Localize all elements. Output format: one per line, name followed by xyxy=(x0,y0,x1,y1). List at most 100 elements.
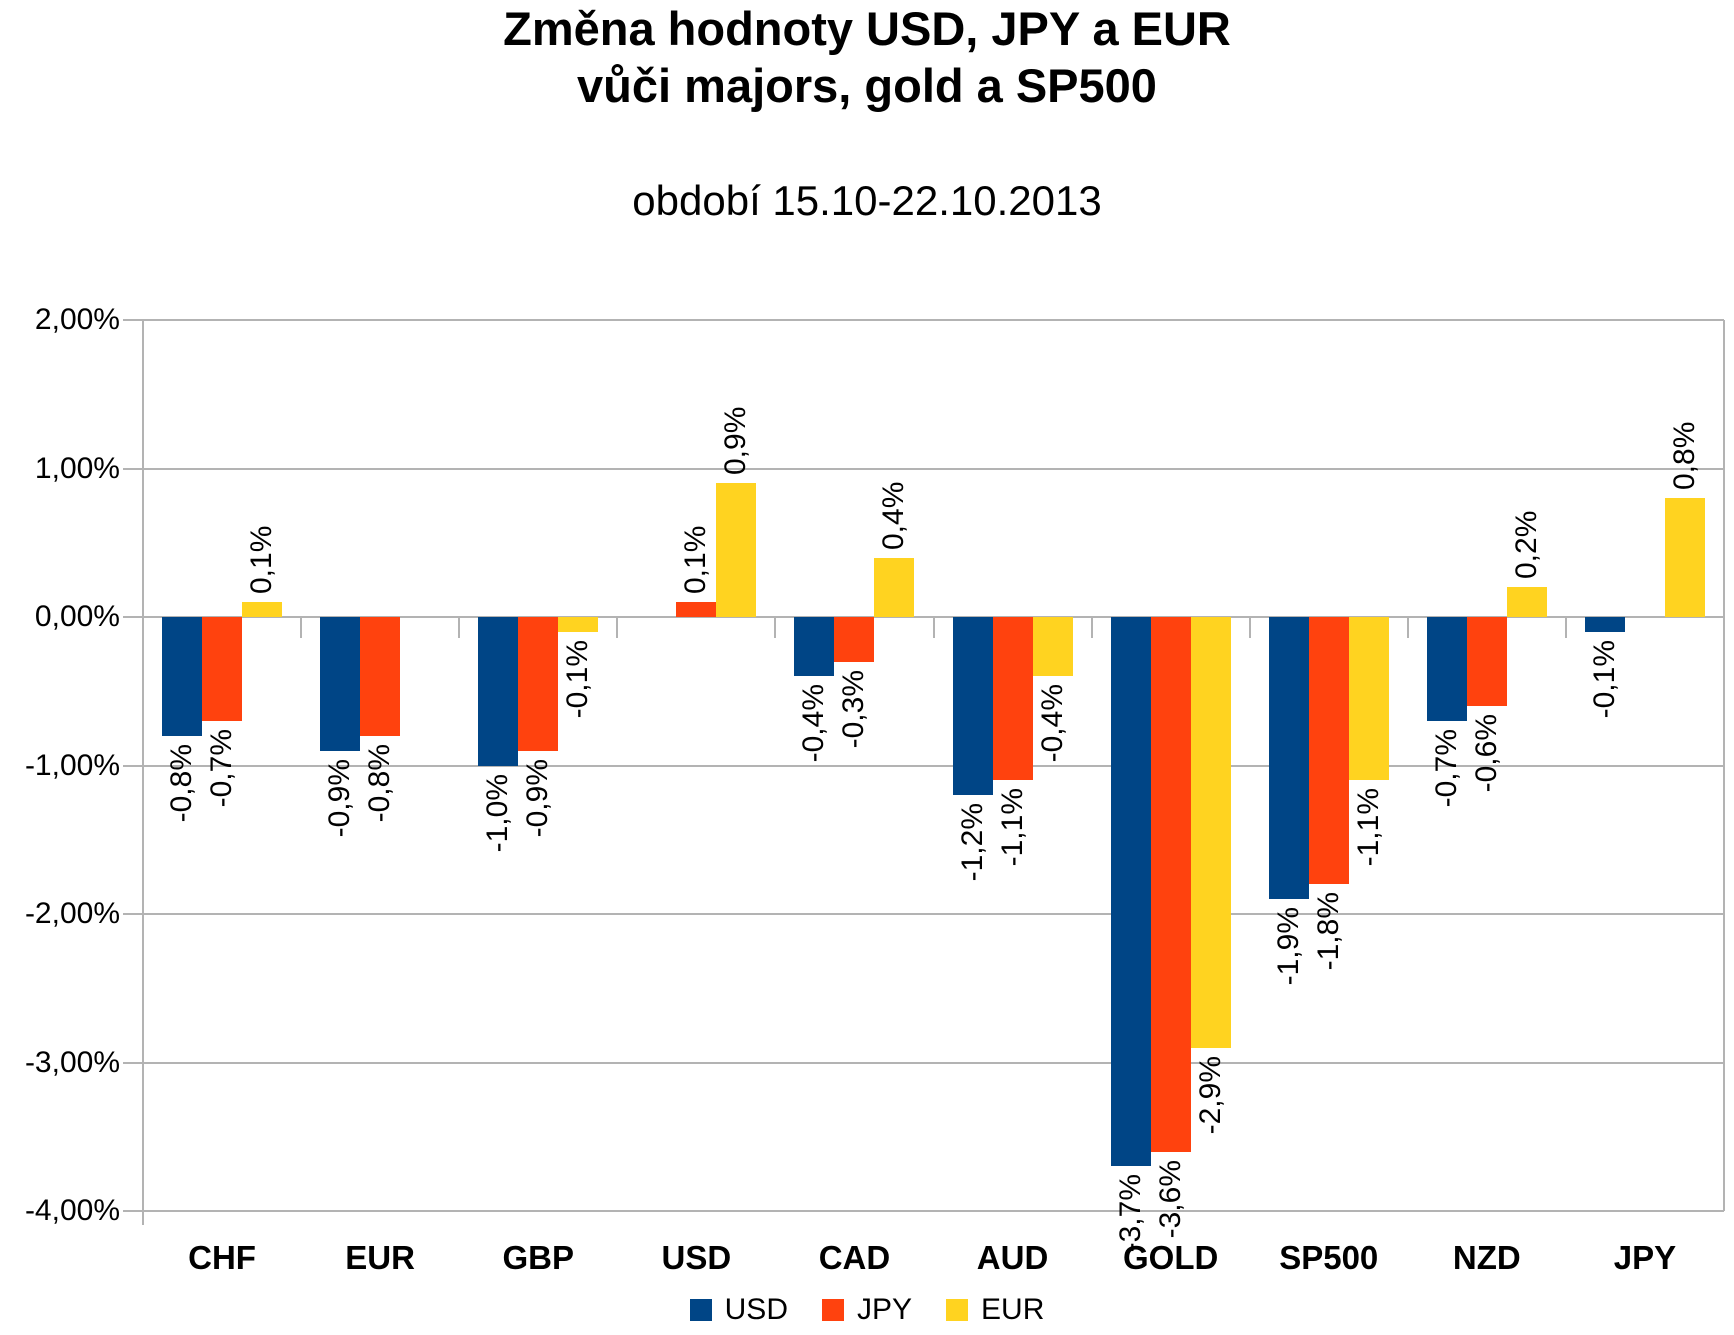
bar-eur-cad xyxy=(874,557,915,617)
category-label-gold: GOLD xyxy=(1122,1239,1219,1276)
y-axis-tick xyxy=(123,319,143,321)
category-label-gbp: GBP xyxy=(502,1239,575,1276)
category-label-sp500: SP500 xyxy=(1279,1239,1379,1276)
legend-swatch-eur xyxy=(946,1299,969,1321)
value-label: -1,1% xyxy=(1351,788,1385,867)
bar-jpy-eur xyxy=(360,617,401,736)
y-axis-line xyxy=(142,320,144,1225)
bar-usd-chf xyxy=(162,617,202,736)
bar-usd-nzd xyxy=(1426,617,1467,721)
y-axis-label: -1,00% xyxy=(24,748,120,782)
y-axis-label: 2,00% xyxy=(34,303,120,336)
category-axis-tick xyxy=(1406,617,1409,638)
legend-label-eur: EUR xyxy=(981,1293,1045,1326)
bar-jpy-nzd xyxy=(1466,617,1507,707)
bar-eur-gold xyxy=(1190,617,1231,1048)
y-axis-tick xyxy=(123,764,143,767)
bar-eur-jpy xyxy=(1664,498,1705,617)
plot-right-border xyxy=(1723,320,1725,1211)
category-axis-tick xyxy=(1090,617,1093,638)
value-label: 0,8% xyxy=(1667,421,1701,491)
bar-eur-nzd xyxy=(1506,587,1547,617)
y-axis-label: 1,00% xyxy=(34,451,120,485)
value-label: -0,9% xyxy=(323,758,357,838)
bar-eur-chf xyxy=(242,602,282,617)
category-label-cad: CAD xyxy=(818,1239,891,1276)
category-label-jpy: JPY xyxy=(1613,1239,1677,1276)
category-axis-tick xyxy=(1564,617,1567,638)
bar-jpy-sp500 xyxy=(1308,617,1349,885)
category-axis-tick xyxy=(1248,617,1251,638)
value-label: -1,8% xyxy=(1311,892,1345,971)
bar-jpy-aud xyxy=(992,617,1033,781)
y-axis-label: 0,00% xyxy=(34,600,120,633)
value-label: -0,8% xyxy=(363,743,397,823)
y-axis-tick xyxy=(123,1061,143,1064)
chart-title-line2: vůči majors, gold a SP500 xyxy=(577,59,1157,112)
value-label: -0,9% xyxy=(521,758,555,838)
value-label: -1,2% xyxy=(955,803,989,882)
value-label: -1,1% xyxy=(995,788,1029,867)
y-axis-label: -3,00% xyxy=(24,1045,120,1079)
gridline xyxy=(143,1210,1724,1212)
legend-item-usd: USD xyxy=(689,1292,788,1328)
bar-eur-usd xyxy=(716,483,757,617)
chart-title-line1: Změna hodnoty USD, JPY a EUR xyxy=(503,2,1231,55)
bar-jpy-usd xyxy=(676,602,717,617)
value-label: -0,6% xyxy=(1469,714,1503,793)
category-axis-tick xyxy=(616,617,619,638)
value-label: -1,9% xyxy=(1271,907,1305,986)
legend-label-jpy: JPY xyxy=(856,1293,913,1326)
value-label: -0,3% xyxy=(837,669,871,748)
gridline xyxy=(143,764,1724,767)
chart-title: Změna hodnoty USD, JPY a EUR vůči majors… xyxy=(0,0,1734,114)
legend-label-usd: USD xyxy=(724,1293,788,1326)
chart-subtitle: období 15.10-22.10.2013 xyxy=(632,177,1102,224)
bar-usd-cad xyxy=(794,617,835,677)
gridline xyxy=(143,319,1724,321)
gridline xyxy=(143,467,1724,470)
bar-usd-gbp xyxy=(478,617,519,766)
y-axis-tick xyxy=(123,616,143,618)
value-label: -2,9% xyxy=(1193,1055,1227,1135)
value-label: 0,1% xyxy=(679,525,713,595)
value-label: -1,0% xyxy=(481,773,515,852)
value-label: 0,2% xyxy=(1509,510,1543,580)
value-label: -0,7% xyxy=(1429,728,1463,808)
bar-usd-sp500 xyxy=(1268,617,1309,900)
value-label: -0,1% xyxy=(1587,639,1621,719)
legend: USD JPY EUR xyxy=(0,1292,1734,1328)
bar-usd-eur xyxy=(320,617,361,751)
y-axis-label: -2,00% xyxy=(24,897,120,930)
value-label: -3,6% xyxy=(1153,1159,1187,1238)
bar-usd-jpy xyxy=(1584,617,1625,632)
legend-swatch-usd xyxy=(689,1299,712,1321)
value-label: 0,9% xyxy=(719,406,753,476)
bar-jpy-gbp xyxy=(518,617,559,751)
category-axis-tick xyxy=(774,617,777,638)
bar-jpy-gold xyxy=(1150,617,1191,1152)
bar-jpy-cad xyxy=(834,617,875,662)
y-axis-tick xyxy=(123,1210,143,1212)
value-label: -0,7% xyxy=(205,728,238,808)
category-label-usd: USD xyxy=(661,1239,732,1276)
category-axis-tick xyxy=(458,617,461,638)
bar-eur-aud xyxy=(1032,617,1073,677)
plot-area: 2,00% 1,00% 0,00% -1,00% -2,00% -3,00% -4,00% -… xyxy=(25,303,1725,1253)
value-label: -0,4% xyxy=(797,684,831,763)
category-axis-tick xyxy=(300,617,303,638)
category-label-eur: EUR xyxy=(345,1239,415,1276)
value-label: 0,1% xyxy=(245,525,278,595)
category-label-chf: CHF xyxy=(188,1239,256,1276)
value-label: -0,8% xyxy=(165,743,198,823)
legend-item-eur: EUR xyxy=(946,1292,1044,1328)
category-label-aud: AUD xyxy=(976,1239,1049,1276)
bar-usd-gold xyxy=(1110,617,1151,1167)
bar-jpy-chf xyxy=(202,617,242,721)
category-label-nzd: NZD xyxy=(1452,1239,1521,1276)
category-axis-tick xyxy=(932,617,935,638)
value-label: -0,1% xyxy=(561,639,595,719)
legend-swatch-jpy xyxy=(821,1299,844,1321)
y-axis-tick xyxy=(123,913,143,915)
